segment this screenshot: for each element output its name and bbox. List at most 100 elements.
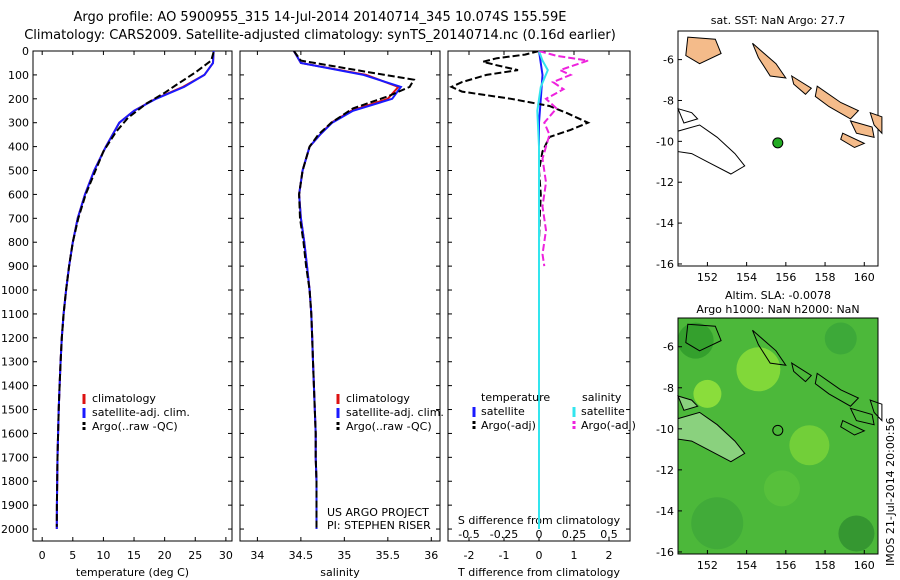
island-landmass xyxy=(790,362,813,383)
y-tick-label: -8 xyxy=(663,382,674,395)
secondary-x-tick-label: 0.25 xyxy=(562,528,587,541)
x-tick-label: 154 xyxy=(736,559,757,572)
chart-title-line1: Argo profile: AO 5900955_315 14-Jul-2014… xyxy=(73,10,567,25)
y-tick-label: -16 xyxy=(656,546,674,559)
island-landmass xyxy=(814,372,860,407)
island-landmass xyxy=(849,120,875,138)
legend-label: satellite-adj. clim. xyxy=(346,406,444,419)
series-line-climatology xyxy=(55,51,215,530)
x-tick-label: 160 xyxy=(854,271,875,284)
altimetry-map-subtitle: Argo h1000: NaN h2000: NaN xyxy=(696,303,859,316)
x-tick-label: 34.5 xyxy=(289,549,314,562)
series-line-argo-raw-qc- xyxy=(293,51,416,529)
legend-label: Argo(-adj) xyxy=(481,419,536,432)
island-landmass xyxy=(685,323,722,352)
x-tick-label: 158 xyxy=(815,271,836,284)
y-tick-label: 1900 xyxy=(1,499,29,512)
x-tick-label: 35.5 xyxy=(376,549,401,562)
y-tick-label: 300 xyxy=(8,117,29,130)
reef-outline xyxy=(677,411,746,463)
x-tick-label: 20 xyxy=(158,549,172,562)
x-tick-label: -1 xyxy=(499,549,510,562)
island-landmass xyxy=(849,407,875,426)
y-tick-label: -14 xyxy=(656,217,674,230)
y-tick-label: 400 xyxy=(8,141,29,154)
secondary-x-tick-label: 0 xyxy=(536,528,543,541)
secondary-x-tick-label: -0.25 xyxy=(490,528,518,541)
sla-anomaly-patch xyxy=(693,379,722,408)
legend-label: climatology xyxy=(92,392,156,405)
sst-map-title: sat. SST: NaN Argo: 27.7 xyxy=(711,14,845,27)
y-tick-label: -12 xyxy=(656,176,674,189)
x-tick-label: 5 xyxy=(69,549,76,562)
legend-title: temperature xyxy=(481,391,550,404)
y-tick-label: -8 xyxy=(663,94,674,107)
argo-float-marker xyxy=(772,424,784,436)
x-axis-label: temperature (deg C) xyxy=(76,566,189,579)
y-tick-label: 1300 xyxy=(1,356,29,369)
timestamp-stamp: IMOS 21-Jul-2014 20:00:56 xyxy=(884,417,897,566)
legend-label: climatology xyxy=(346,392,410,405)
x-tick-label: 0 xyxy=(39,549,46,562)
x-tick-label: 34 xyxy=(250,549,264,562)
plot-frame xyxy=(32,50,233,542)
x-tick-label: 156 xyxy=(775,559,796,572)
x-tick-label: 30 xyxy=(219,549,233,562)
series-line-satellite-adj-clim- xyxy=(293,51,403,529)
reef-outline xyxy=(677,124,746,175)
y-tick-label: 1000 xyxy=(1,284,29,297)
legend-title: salinity xyxy=(582,391,622,404)
y-tick-label: -14 xyxy=(656,505,674,518)
x-tick-label: 10 xyxy=(96,549,110,562)
y-tick-label: 1400 xyxy=(1,380,29,393)
sla-anomaly-patch xyxy=(824,322,857,355)
island-landmass xyxy=(814,85,860,120)
island-landmass xyxy=(752,329,787,366)
legend-label: satellite xyxy=(481,405,525,418)
y-tick-label: -10 xyxy=(656,135,674,148)
island-landmass xyxy=(790,74,813,95)
x-axis-label: salinity xyxy=(320,566,360,579)
legend-label: satellite xyxy=(581,405,625,418)
plot-frame xyxy=(239,50,441,542)
x-tick-label: 156 xyxy=(775,271,796,284)
x-tick-label: -2 xyxy=(464,549,475,562)
y-tick-label: 1800 xyxy=(1,475,29,488)
x-tick-label: 152 xyxy=(697,271,718,284)
x-tick-label: 36 xyxy=(424,549,438,562)
reef-outline xyxy=(677,395,699,411)
x-tick-label: 160 xyxy=(854,559,875,572)
island-landmass xyxy=(869,399,883,422)
sla-anomaly-patch xyxy=(789,425,830,466)
series-line-temperature-argo-adj- xyxy=(449,51,591,529)
legend-label: Argo(..raw -QC) xyxy=(92,420,178,433)
island-landmass xyxy=(869,111,883,135)
x-tick-label: 152 xyxy=(697,559,718,572)
y-tick-label: 1700 xyxy=(1,451,29,464)
y-tick-label: -12 xyxy=(656,464,674,477)
secondary-x-tick-label: 0.5 xyxy=(600,528,618,541)
x-tick-label: 154 xyxy=(736,271,757,284)
annotation-text: US ARGO PROJECT xyxy=(327,506,429,519)
y-tick-label: 200 xyxy=(8,93,29,106)
y-tick-label: -6 xyxy=(663,54,674,67)
y-tick-label: 900 xyxy=(8,260,29,273)
secondary-x-tick-label: -0.5 xyxy=(458,528,479,541)
island-landmass xyxy=(840,419,866,436)
y-tick-label: 600 xyxy=(8,188,29,201)
island-landmass xyxy=(752,42,787,79)
sla-anomaly-patch xyxy=(736,347,781,392)
island-landmass xyxy=(685,36,722,65)
legend-label: Argo(..raw -QC) xyxy=(346,420,432,433)
y-tick-label: 100 xyxy=(8,69,29,82)
chart-title-line2: Climatology: CARS2009. Satellite-adjuste… xyxy=(24,28,616,43)
island-landmass xyxy=(840,132,866,149)
y-tick-label: 500 xyxy=(8,165,29,178)
y-tick-label: 1100 xyxy=(1,308,29,321)
y-tick-label: 700 xyxy=(8,212,29,225)
argo-float-marker xyxy=(772,137,784,149)
x-tick-label: 158 xyxy=(815,559,836,572)
x-tick-label: 35 xyxy=(337,549,351,562)
series-line-salinity-satellite xyxy=(536,51,549,529)
legend-label: satellite-adj. clim. xyxy=(92,406,190,419)
